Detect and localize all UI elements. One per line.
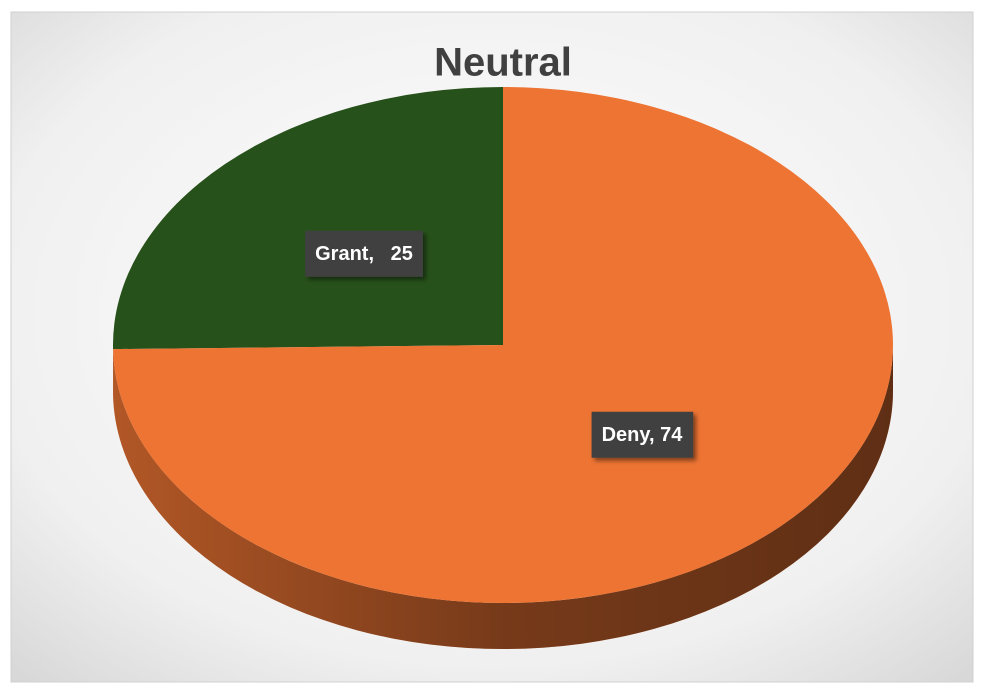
labels: Grant, 25 Deny, 74 (305, 230, 694, 458)
slice (112, 87, 503, 350)
data-label: Deny, 74 (602, 424, 684, 446)
pie (112, 87, 894, 650)
slice (113, 87, 894, 603)
data-label-box (305, 230, 423, 277)
side-shade (113, 345, 894, 650)
data-label: Grant, 25 (315, 243, 413, 265)
chart-title: Neutral (434, 41, 572, 85)
data-label-box (591, 411, 694, 458)
